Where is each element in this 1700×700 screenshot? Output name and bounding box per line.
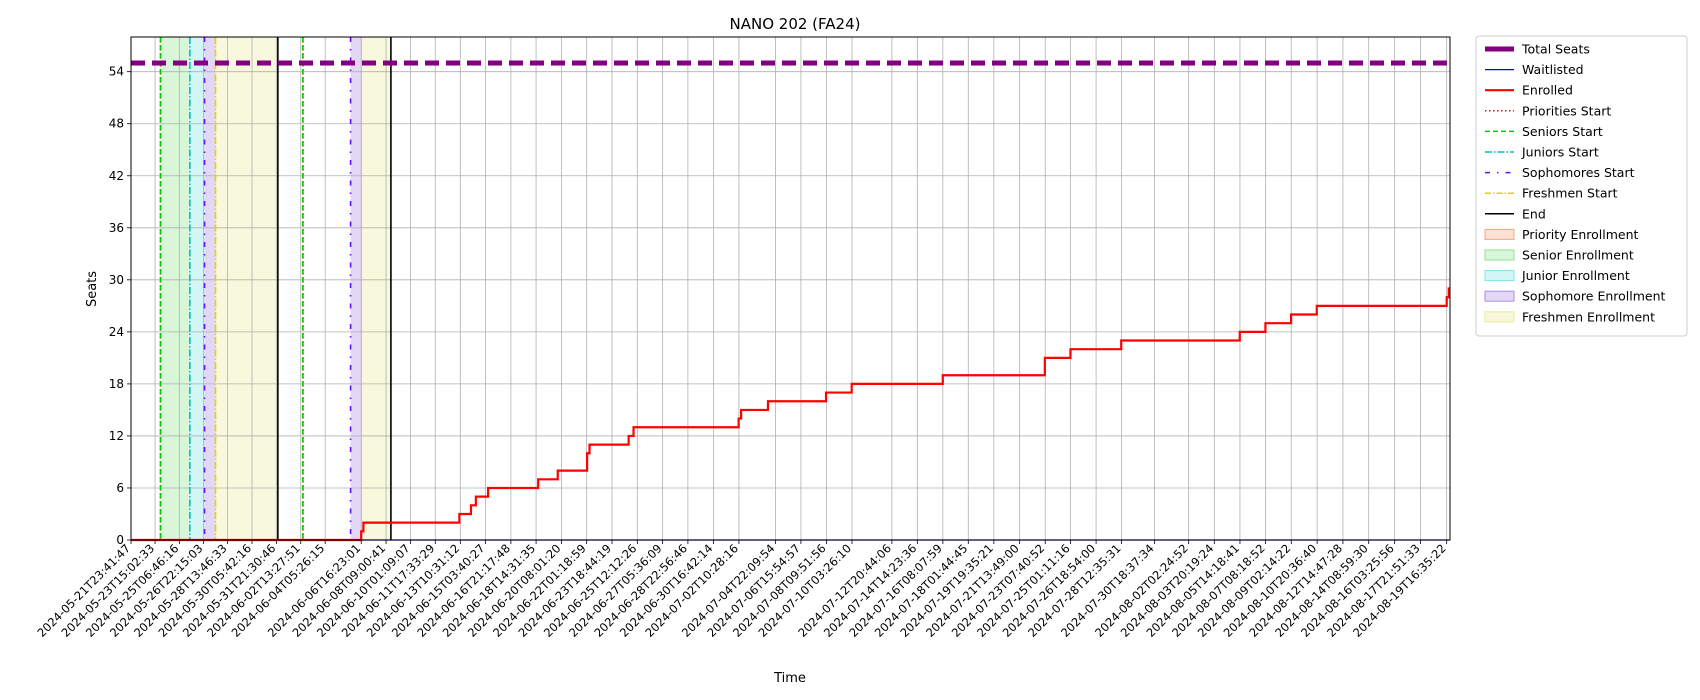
sophomore-enrollment-span [350,37,363,540]
enrollment-spans [160,37,391,540]
y-tick-label: 30 [109,273,124,287]
legend-sophomore-enrollment-swatch [1484,290,1515,302]
legend-freshmen-enrollment-swatch [1484,311,1515,323]
y-tick-label: 48 [109,117,124,131]
legend-seniors-start-label: Seniors Start [1522,124,1603,139]
legend-total-seats-label: Total Seats [1521,42,1590,57]
enrolled-line [131,287,1450,542]
legend-freshmen-start-label: Freshmen Start [1522,186,1618,201]
senior-enrollment-span [160,37,190,540]
legend-freshmen-enrollment-label: Freshmen Enrollment [1522,309,1655,324]
legend-sophomore-enrollment-label: Sophomore Enrollment [1522,289,1666,304]
y-tick-label: 6 [116,481,124,495]
freshmen-enrollment-span [362,37,391,540]
legend-sophomores-start-label: Sophomores Start [1522,165,1635,180]
legend-juniors-start-label: Juniors Start [1521,145,1599,160]
y-tick-label: 24 [109,325,124,339]
y-tick-label: 42 [109,169,124,183]
legend: Total Seats Waitlisted Enrolled Priorities … [1475,35,1688,337]
plot-area [130,36,1451,542]
freshmen-enrollment-span [215,37,278,540]
y-tick-label: 12 [109,429,124,443]
y-axis-label: Seats [85,271,100,307]
y-tick-label: 0 [116,533,124,547]
legend-priority-enrollment-label: Priority Enrollment [1522,227,1639,242]
junior-enrollment-span [189,37,205,540]
legend-enrolled-label: Enrolled [1522,83,1573,98]
legend-priorities-start-label: Priorities Start [1522,103,1611,118]
legend-junior-enrollment-label: Junior Enrollment [1521,268,1630,283]
legend-senior-enrollment-swatch [1484,249,1515,261]
y-axis: 0 6 12 18 24 30 36 42 48 54 [109,65,131,547]
y-tick-label: 18 [109,377,124,391]
legend-box [1475,35,1688,337]
x-axis: 2024-05-21T23:41:472024-05-23T15:02:3320… [34,540,1449,640]
plot-frame [130,36,1451,541]
grid-lines [130,37,1450,541]
legend-waitlisted-label: Waitlisted [1522,62,1584,77]
series-lines [131,60,1450,542]
y-tick-label: 54 [109,65,124,79]
sophomore-enrollment-span [204,37,216,540]
legend-end-label: End [1522,206,1546,221]
legend-junior-enrollment-swatch [1484,270,1515,282]
y-tick-label: 36 [109,221,124,235]
event-lines [159,37,392,540]
legend-senior-enrollment-label: Senior Enrollment [1522,248,1634,263]
chart-title: NANO 202 (FA24) [730,15,861,33]
legend-priority-enrollment-swatch [1484,228,1515,240]
x-axis-label: Time [773,671,806,686]
